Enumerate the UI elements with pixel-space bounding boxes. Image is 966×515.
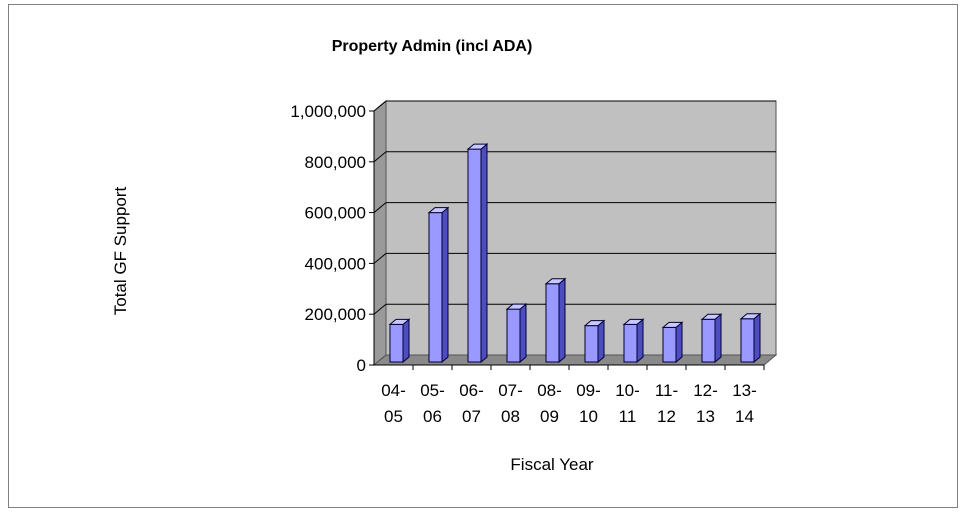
- bar-top: [388, 318, 411, 325]
- y-tick-label: 400,000: [305, 254, 366, 273]
- x-tick-label: 08-: [537, 381, 562, 400]
- x-tick-label: 05-: [420, 381, 445, 400]
- bar-side: [753, 312, 761, 364]
- bar: [467, 148, 482, 363]
- bar: [506, 308, 521, 363]
- x-tick-label: 06: [423, 407, 442, 426]
- bar-top: [427, 207, 450, 214]
- bar-chart: Property Admin (incl ADA) Total GF Suppo…: [111, 38, 778, 474]
- bar-side: [636, 318, 644, 364]
- y-tick-label: 800,000: [305, 153, 366, 172]
- x-tick-label: 06-: [459, 381, 484, 400]
- bar-top: [700, 313, 723, 320]
- bar-top: [544, 278, 567, 285]
- y-tick-label: 1,000,000: [290, 102, 366, 121]
- x-tick-label: 10-: [615, 381, 640, 400]
- bar-top: [466, 143, 489, 150]
- bar-top: [661, 321, 684, 328]
- x-tick-label: 13-: [732, 381, 757, 400]
- bar: [662, 326, 677, 363]
- bar-side: [675, 321, 683, 364]
- bar: [584, 325, 599, 363]
- bar-top: [583, 320, 606, 327]
- bar: [428, 212, 443, 363]
- bar-side: [597, 319, 605, 364]
- bar: [389, 323, 404, 363]
- y-tick-label: 200,000: [305, 305, 366, 324]
- y-tick-label: 600,000: [305, 204, 366, 223]
- x-tick-label: 12: [657, 407, 676, 426]
- gridline-side: [373, 303, 387, 315]
- bar: [701, 318, 716, 363]
- x-tick-label: 09: [540, 407, 559, 426]
- gridline-side: [373, 202, 387, 213]
- bar-side: [480, 143, 488, 364]
- bar-top: [739, 313, 762, 320]
- bar: [545, 283, 560, 363]
- x-tick-label: 09-: [576, 381, 601, 400]
- side-wall: [373, 99, 387, 367]
- x-tick-label: 07-: [498, 381, 523, 400]
- back-wall: [385, 100, 777, 356]
- x-tick-label: 11: [619, 407, 637, 426]
- bar-top: [622, 318, 645, 325]
- x-tick-label: 11-: [655, 381, 678, 400]
- x-tick-label: 10: [579, 407, 598, 426]
- bar-side: [558, 277, 566, 364]
- x-tick-label: 13: [696, 407, 715, 426]
- gridline-side: [373, 100, 387, 112]
- x-tick-label: 07: [462, 407, 481, 426]
- x-tick-label: 12-: [693, 381, 718, 400]
- x-tick-label: 04-: [381, 381, 406, 400]
- bar-top: [505, 303, 528, 310]
- plot-area: 0 200,000 400,000 600,000 800,000 1,000,000 04…: [290, 99, 778, 426]
- bar: [740, 318, 755, 363]
- bar-side: [714, 313, 722, 364]
- x-axis-title: Fiscal Year: [510, 455, 593, 474]
- y-tick-label: 0: [357, 356, 366, 375]
- chart-frame: Property Admin (incl ADA) Total GF Suppo…: [8, 4, 958, 508]
- bar-side: [402, 318, 410, 364]
- chart-title: Property Admin (incl ADA): [332, 38, 533, 55]
- y-axis-title: Total GF Support: [111, 186, 130, 315]
- x-tick-label: 05: [384, 407, 403, 426]
- gridline-side: [373, 253, 387, 264]
- gridline-side: [373, 151, 387, 163]
- x-tick-label: 14: [735, 407, 754, 426]
- bar-side: [519, 303, 527, 364]
- bar: [623, 323, 638, 363]
- bar-side: [441, 206, 449, 364]
- x-tick-label: 08: [501, 407, 520, 426]
